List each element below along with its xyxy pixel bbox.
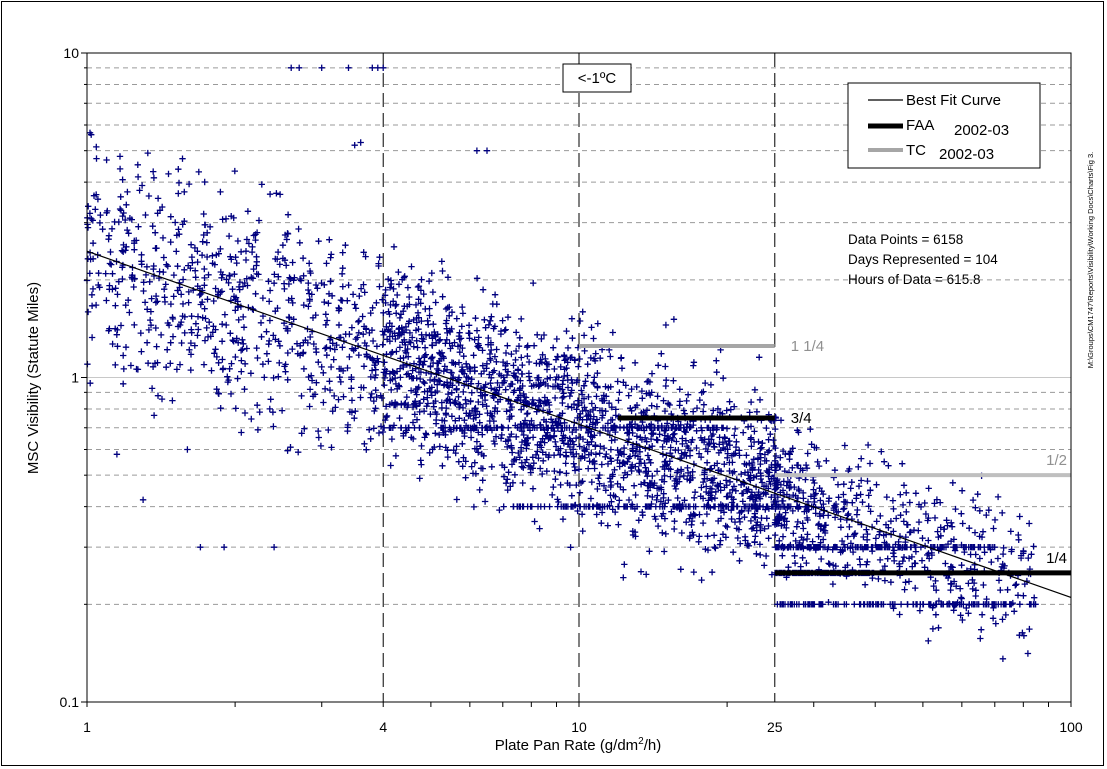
stats-block: Data Points = 6158 Days Represented = 10… (848, 232, 998, 287)
y-tick-label: 0.1 (60, 694, 80, 710)
x-tick-label: 4 (379, 719, 387, 735)
y-axis-label: MSC Visibility (Statute Miles) (25, 282, 42, 474)
x-tick-label: 25 (767, 719, 783, 735)
x-tick-label: 10 (571, 719, 587, 735)
stat-hours-of-data: Hours of Data = 615.8 (848, 272, 980, 287)
legend-label-best-fit: Best Fit Curve (906, 92, 1001, 109)
side-note: M:\Groups\CM1747\Reports\Visibility\Work… (1086, 152, 1095, 368)
y-tick-label: 1 (71, 370, 79, 386)
legend-label-faa: FAA (906, 117, 934, 134)
temperature-annotation: <-1ºC (562, 63, 632, 93)
legend-suffix-faa: 2002-03 (954, 122, 1009, 139)
threshold-label-3: 1/4 (1046, 550, 1067, 567)
y-tick-label: 10 (63, 45, 79, 61)
threshold-label-0: 1 1/4 (791, 338, 824, 355)
legend: Best Fit Curve FAA 2002-03 TC 2002-03 (847, 82, 1041, 169)
x-tick-label: 100 (1059, 719, 1083, 735)
stat-data-points: Data Points = 6158 (848, 232, 963, 247)
best-fit-curve-layer (86, 250, 1072, 599)
threshold-label-1: 3/4 (791, 410, 812, 427)
x-tick-label: 1 (83, 719, 91, 735)
threshold-label-2: 1/2 (1046, 452, 1067, 469)
stat-days-represented: Days Represented = 104 (848, 252, 998, 267)
temperature-annotation-text: <-1ºC (578, 70, 617, 87)
threshold-lines: 1 1/4 3/4 1/2 1/4 (579, 338, 1071, 576)
legend-suffix-tc: 2002-03 (939, 146, 994, 163)
best-fit-curve (86, 250, 1072, 599)
x-axis-label: Plate Pan Rate (g/dm2/h) (495, 736, 662, 754)
legend-label-tc: TC (906, 142, 926, 159)
